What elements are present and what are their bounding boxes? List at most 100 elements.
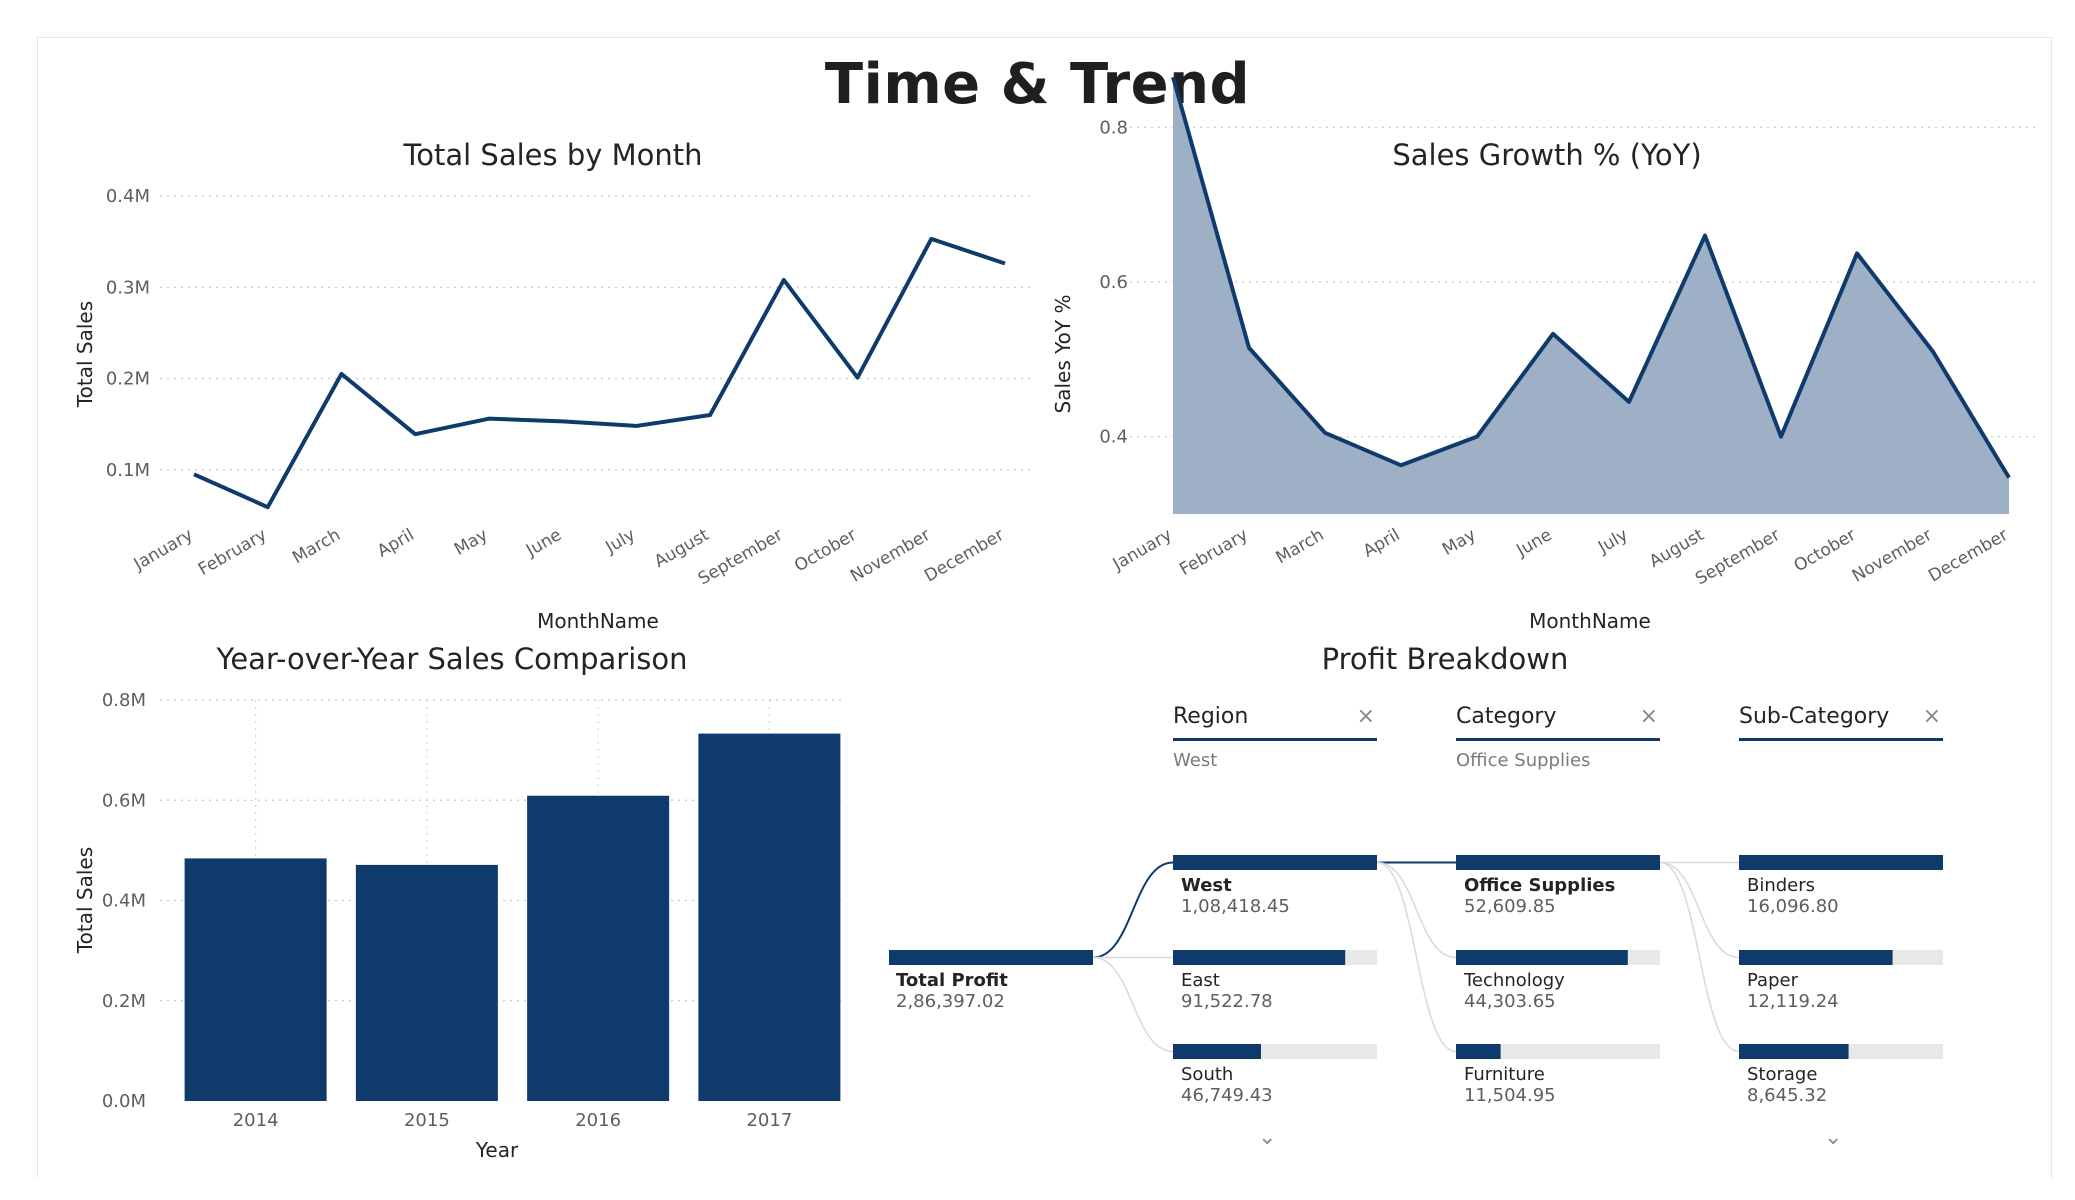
x-tick-label: May xyxy=(451,525,491,560)
x-tick-label: August xyxy=(1646,525,1708,572)
close-icon[interactable]: × xyxy=(1356,704,1375,729)
node-value: 11,504.95 xyxy=(1464,1085,1556,1106)
chevron-down-icon[interactable]: ⌄ xyxy=(1258,1125,1277,1150)
node-east[interactable]: East 91,522.78 xyxy=(1181,970,1273,1012)
node-name: Paper xyxy=(1747,970,1798,991)
x-tick-label: June xyxy=(1513,525,1556,561)
x-tick-label: July xyxy=(602,525,639,558)
x-tick-label: January xyxy=(130,525,197,575)
x-tick-label: November xyxy=(847,525,934,587)
node-value: 12,119.24 xyxy=(1747,991,1839,1012)
node-name: Binders xyxy=(1747,875,1816,896)
y-tick-label: 0.4 xyxy=(1099,427,1128,448)
x-tick-label: September xyxy=(695,525,786,589)
y-tick-label: 0.6 xyxy=(1099,272,1128,293)
y-tick-label: 0.8 xyxy=(1099,117,1128,138)
node-furniture[interactable]: Furniture 11,504.95 xyxy=(1464,1064,1556,1106)
x-tick-label: February xyxy=(1176,525,1251,580)
node-name: Technology xyxy=(1464,970,1565,991)
x-tick-label: April xyxy=(1360,525,1404,562)
x-tick-label: February xyxy=(195,525,270,580)
level-filter-category: Office Supplies xyxy=(1456,750,1591,771)
x-tick-label: 2015 xyxy=(404,1110,450,1131)
growth-chart-title: Sales Growth % (YoY) xyxy=(1392,138,1702,172)
level-name-subcategory: Sub-Category xyxy=(1739,704,1890,729)
x-axis-title: MonthName xyxy=(537,609,659,633)
node-west[interactable]: West 1,08,418.45 xyxy=(1181,875,1290,917)
y-tick-label: 0.2M xyxy=(106,369,150,390)
chevron-down-icon[interactable]: ⌄ xyxy=(1824,1125,1843,1150)
node-name: East xyxy=(1181,970,1220,991)
close-icon[interactable]: × xyxy=(1922,704,1941,729)
level-underline xyxy=(1173,738,1377,741)
bar-2015[interactable] xyxy=(355,864,498,1101)
bar-2014[interactable] xyxy=(184,858,327,1101)
x-tick-label: April xyxy=(374,525,418,562)
y-axis-title: Total Sales xyxy=(73,847,97,954)
node-south[interactable]: South 46,749.43 xyxy=(1181,1064,1273,1106)
close-icon[interactable]: × xyxy=(1639,704,1658,729)
x-tick-label: December xyxy=(1925,525,2011,586)
node-value: 2,86,397.02 xyxy=(896,991,1005,1012)
node-value: 1,08,418.45 xyxy=(1181,896,1290,917)
level-name-category: Category xyxy=(1456,704,1557,729)
node-value: 16,096.80 xyxy=(1747,896,1839,917)
yearly-chart-title: Year-over-Year Sales Comparison xyxy=(216,642,688,676)
y-tick-label: 0.4M xyxy=(102,891,146,912)
node-paper[interactable]: Paper 12,119.24 xyxy=(1747,970,1839,1012)
node-binders[interactable]: Binders 16,096.80 xyxy=(1747,875,1839,917)
level-name-region: Region xyxy=(1173,704,1249,729)
node-name: South xyxy=(1181,1064,1234,1085)
x-tick-label: 2016 xyxy=(575,1110,621,1131)
x-tick-label: May xyxy=(1439,525,1479,560)
bar-2017[interactable] xyxy=(698,733,841,1101)
root-node[interactable]: Total Profit 2,86,397.02 xyxy=(896,970,1008,1012)
node-office-supplies[interactable]: Office Supplies 52,609.85 xyxy=(1464,875,1615,917)
level-underline xyxy=(1456,738,1660,741)
x-tick-label: July xyxy=(1594,525,1631,558)
level-filter-region: West xyxy=(1173,750,1218,771)
y-axis-title: Total Sales xyxy=(73,301,97,408)
level-underline xyxy=(1739,738,1943,741)
x-tick-label: June xyxy=(522,525,565,561)
y-tick-label: 0.1M xyxy=(106,460,150,481)
x-axis-title: MonthName xyxy=(1529,609,1651,633)
node-name: Storage xyxy=(1747,1064,1818,1085)
x-tick-label: December xyxy=(921,525,1007,586)
node-name: Office Supplies xyxy=(1464,875,1616,896)
y-tick-label: 0.3M xyxy=(106,277,150,298)
node-name: Total Profit xyxy=(896,970,1008,991)
x-tick-label: 2017 xyxy=(746,1110,792,1131)
y-tick-label: 0.4M xyxy=(106,186,150,207)
y-tick-label: 0.8M xyxy=(102,690,146,711)
x-tick-label: September xyxy=(1692,525,1783,589)
monthly-chart-title: Total Sales by Month xyxy=(403,138,703,172)
node-value: 46,749.43 xyxy=(1181,1085,1273,1106)
node-name: West xyxy=(1181,875,1232,896)
bar-2016[interactable] xyxy=(527,795,670,1101)
profit-chart-title: Profit Breakdown xyxy=(1321,642,1569,676)
x-tick-label: 2014 xyxy=(233,1110,279,1131)
node-value: 91,522.78 xyxy=(1181,991,1273,1012)
y-tick-label: 0.6M xyxy=(102,790,146,811)
node-name: Furniture xyxy=(1464,1064,1545,1085)
node-value: 8,645.32 xyxy=(1747,1085,1828,1106)
series-line[interactable] xyxy=(193,236,1006,510)
node-technology[interactable]: Technology 44,303.65 xyxy=(1464,970,1565,1012)
area-fill xyxy=(1173,77,2009,515)
node-storage[interactable]: Storage 8,645.32 xyxy=(1747,1064,1827,1106)
x-tick-label: March xyxy=(289,525,344,568)
report-canvas-frame xyxy=(37,37,2052,1178)
x-tick-label: March xyxy=(1273,525,1328,568)
x-tick-label: January xyxy=(1109,525,1176,575)
y-axis-title: Sales YoY % xyxy=(1051,295,1075,414)
node-value: 52,609.85 xyxy=(1464,896,1556,917)
y-tick-label: 0.0M xyxy=(102,1091,146,1112)
node-value: 44,303.65 xyxy=(1464,991,1556,1012)
series-line[interactable] xyxy=(1171,76,2011,479)
y-tick-label: 0.2M xyxy=(102,991,146,1012)
x-tick-label: November xyxy=(1849,525,1936,587)
x-axis-title: Year xyxy=(475,1138,519,1162)
x-tick-label: August xyxy=(651,525,713,572)
